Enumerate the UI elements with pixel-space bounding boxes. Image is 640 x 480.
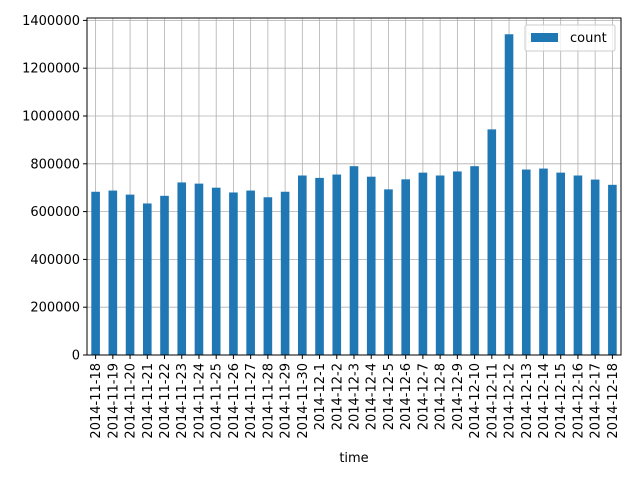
x-tick-label: 2014-11-26 — [227, 363, 242, 439]
bar — [211, 187, 221, 355]
x-tick-label: 2014-12-8 — [434, 363, 449, 430]
bar — [280, 191, 290, 355]
y-axis-ticks: 0 200000 400000 600000 800000 1000000 1200000 1… — [22, 14, 87, 364]
legend-label: count — [570, 31, 607, 46]
bar — [521, 169, 531, 355]
bar — [590, 179, 600, 355]
bar — [332, 174, 342, 355]
x-tick-label: 2014-12-1 — [313, 363, 328, 430]
bar — [298, 175, 307, 355]
x-tick-label: 2014-12-17 — [589, 363, 604, 439]
y-tick-label: 400000 — [30, 253, 80, 268]
x-tick-label: 2014-12-2 — [330, 363, 345, 430]
x-tick-label: 2014-11-28 — [261, 363, 276, 439]
bar — [142, 203, 152, 355]
y-tick-label: 800000 — [30, 157, 80, 172]
bar — [418, 172, 428, 355]
x-tick-label: 2014-12-13 — [520, 363, 535, 439]
x-tick-label: 2014-11-23 — [175, 363, 190, 439]
bar — [453, 171, 462, 355]
bar — [315, 177, 324, 355]
bar — [539, 168, 548, 355]
x-tick-label: 2014-12-9 — [451, 363, 466, 430]
x-tick-label: 2014-11-27 — [244, 363, 259, 439]
y-tick-label: 200000 — [30, 301, 80, 316]
x-tick-label: 2014-12-3 — [348, 363, 363, 430]
y-tick-label: 1000000 — [22, 109, 80, 124]
x-tick-label: 2014-11-20 — [124, 363, 139, 439]
bar — [263, 197, 273, 355]
y-tick-label: 1200000 — [22, 62, 80, 77]
bar — [487, 129, 497, 355]
bar — [125, 194, 135, 355]
bar — [504, 34, 514, 356]
x-tick-label: 2014-12-12 — [503, 363, 518, 439]
x-tick-label: 2014-12-15 — [554, 363, 569, 439]
x-tick-label: 2014-11-18 — [89, 363, 104, 439]
bar — [573, 175, 583, 355]
x-tick-label: 2014-11-19 — [106, 363, 121, 439]
y-tick-label: 600000 — [30, 205, 80, 220]
x-tick-label: 2014-11-29 — [279, 363, 294, 439]
x-tick-label: 2014-11-24 — [192, 363, 207, 439]
x-tick-label: 2014-12-5 — [382, 363, 397, 430]
x-tick-label: 2014-12-10 — [468, 363, 483, 439]
bar — [384, 189, 393, 355]
x-tick-label: 2014-12-11 — [485, 363, 500, 439]
bar — [366, 176, 376, 355]
bar — [349, 166, 359, 355]
x-tick-label: 2014-12-16 — [571, 363, 586, 439]
x-tick-label: 2014-11-25 — [210, 363, 225, 439]
x-tick-label: 2014-12-4 — [365, 363, 380, 430]
bar — [608, 184, 617, 355]
x-tick-label: 2014-12-7 — [416, 363, 431, 430]
bar — [229, 192, 238, 355]
bar — [160, 195, 169, 355]
bar — [108, 190, 118, 355]
x-tick-label: 2014-11-22 — [158, 363, 173, 439]
x-axis-ticks: 2014-11-18 2014-11-19 2014-11-20 2014-11-21… — [89, 355, 621, 439]
bar — [401, 179, 410, 355]
bar — [435, 175, 445, 355]
x-tick-label: 2014-11-21 — [141, 363, 156, 439]
bar — [556, 172, 566, 355]
bar — [470, 166, 479, 355]
bar — [246, 190, 255, 355]
bars — [91, 34, 617, 356]
x-tick-label: 2014-12-6 — [399, 363, 414, 430]
legend: count — [524, 24, 616, 52]
x-tick-label: 2014-12-18 — [606, 363, 621, 439]
legend-swatch — [531, 33, 558, 42]
y-tick-label: 1400000 — [22, 14, 80, 29]
bar — [91, 191, 100, 355]
bar — [177, 182, 187, 355]
x-tick-label: 2014-11-30 — [296, 363, 311, 439]
x-axis-label: time — [339, 451, 368, 466]
legend-box — [524, 24, 616, 52]
x-tick-label: 2014-12-14 — [537, 363, 552, 439]
y-tick-label: 0 — [72, 349, 80, 364]
bar — [194, 183, 204, 355]
